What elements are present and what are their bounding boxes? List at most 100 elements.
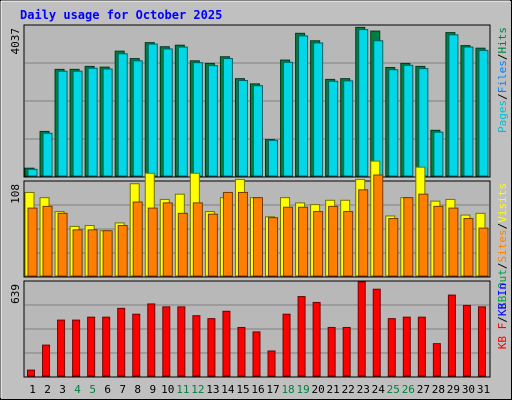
bar-sites-day-13 bbox=[207, 213, 218, 277]
x-tick-label: 14 bbox=[221, 383, 235, 396]
legend-item: KB Out bbox=[496, 269, 509, 309]
x-tick-label: 21 bbox=[327, 383, 340, 396]
bar-sites-day-2 bbox=[42, 205, 53, 277]
bar-kb-f-day-19 bbox=[297, 296, 306, 377]
x-tick-label: 13 bbox=[206, 383, 219, 396]
bar-kb-f-day-6 bbox=[102, 316, 111, 377]
bar-kb-f-day-7 bbox=[117, 307, 126, 377]
bar-sites-day-23 bbox=[358, 189, 369, 277]
x-tick-label: 16 bbox=[251, 383, 264, 396]
x-tick-label: 23 bbox=[357, 383, 370, 396]
x-tick-label: 18 bbox=[281, 383, 294, 396]
bar-sites-day-14 bbox=[222, 191, 233, 277]
x-tick-label: 19 bbox=[296, 383, 309, 396]
bar-sites-day-15 bbox=[237, 191, 248, 277]
x-tick-label: 6 bbox=[104, 383, 111, 396]
bar-sites-day-17 bbox=[268, 217, 279, 277]
bar-kb-f-day-5 bbox=[87, 316, 96, 377]
x-tick-label: 29 bbox=[447, 383, 460, 396]
x-tick-label: 1 bbox=[29, 383, 36, 396]
x-tick-label: 28 bbox=[432, 383, 445, 396]
bar-kb-f-day-8 bbox=[132, 313, 141, 377]
x-tick-label: 12 bbox=[191, 383, 204, 396]
bar-files-day-23 bbox=[358, 29, 369, 177]
x-tick-label: 7 bbox=[119, 383, 126, 396]
bar-kb-f-day-23 bbox=[357, 281, 366, 377]
bar-sites-day-11 bbox=[177, 212, 188, 277]
x-tick-label: 2 bbox=[44, 383, 51, 396]
bar-kb-f-day-4 bbox=[72, 319, 81, 377]
bar-sites-day-8 bbox=[132, 201, 143, 277]
bar-files-day-18 bbox=[283, 61, 294, 177]
bar-sites-day-24 bbox=[373, 174, 384, 277]
legend-separator: / bbox=[496, 263, 509, 270]
bar-files-day-28 bbox=[433, 131, 444, 177]
legend-item: Pages bbox=[496, 100, 509, 133]
x-tick-label: 11 bbox=[176, 383, 189, 396]
bar-files-day-9 bbox=[147, 43, 158, 177]
bar-sites-day-19 bbox=[298, 206, 309, 277]
bar-sites-day-21 bbox=[328, 205, 339, 277]
bar-sites-day-28 bbox=[433, 205, 444, 277]
x-tick-label: 26 bbox=[402, 383, 415, 396]
bar-kb-f-day-18 bbox=[282, 313, 291, 377]
legend-separator: / bbox=[496, 93, 509, 100]
bar-sites-day-9 bbox=[147, 207, 158, 277]
panel-visits-sites-legend: KB Out/Sites/Visits bbox=[496, 183, 509, 309]
x-tick-label: 25 bbox=[387, 383, 400, 396]
x-tick-label: 4 bbox=[74, 383, 81, 396]
x-tick-label: 9 bbox=[149, 383, 156, 396]
bar-sites-day-1 bbox=[27, 207, 38, 277]
bar-files-day-5 bbox=[87, 67, 98, 177]
legend-separator: / bbox=[496, 316, 509, 323]
bar-files-day-4 bbox=[72, 70, 83, 177]
x-tick-label: 3 bbox=[59, 383, 66, 396]
x-tick-label: 17 bbox=[266, 383, 279, 396]
x-tick-label: 31 bbox=[477, 383, 490, 396]
bar-files-day-7 bbox=[117, 53, 128, 177]
bar-kb-f-day-26 bbox=[402, 316, 411, 377]
bar-files-day-10 bbox=[162, 48, 173, 177]
x-tick-label: 22 bbox=[342, 383, 355, 396]
x-tick-label: 10 bbox=[161, 383, 174, 396]
bar-kb-f-day-31 bbox=[477, 306, 486, 377]
legend-item: Hits bbox=[496, 27, 509, 54]
bar-files-day-8 bbox=[132, 60, 143, 177]
bar-kb-f-day-21 bbox=[327, 326, 336, 377]
bar-sites-day-22 bbox=[343, 211, 354, 277]
bar-kb-f-day-29 bbox=[447, 294, 456, 377]
panel-hits-files-pages-legend: Pages/Files/Hits bbox=[496, 27, 509, 133]
bar-files-day-24 bbox=[373, 40, 384, 177]
bar-files-day-16 bbox=[252, 85, 263, 177]
bar-files-day-3 bbox=[57, 70, 68, 177]
bar-files-day-6 bbox=[102, 68, 113, 177]
bar-files-day-17 bbox=[268, 139, 279, 177]
bar-sites-day-4 bbox=[72, 229, 83, 277]
bar-kb-f-day-9 bbox=[147, 303, 156, 377]
bar-files-day-11 bbox=[177, 46, 188, 177]
bar-kb-f-day-22 bbox=[342, 326, 351, 377]
bar-kb-f-day-17 bbox=[267, 350, 276, 377]
bar-sites-day-7 bbox=[117, 225, 128, 277]
bar-files-day-29 bbox=[448, 34, 459, 177]
legend-item: Sites bbox=[496, 229, 509, 262]
bar-sites-day-18 bbox=[283, 206, 294, 277]
bar-files-day-13 bbox=[207, 65, 218, 177]
bar-files-day-2 bbox=[42, 132, 53, 177]
bar-files-day-25 bbox=[388, 69, 399, 177]
panel-kb-legend: KB F/KB In bbox=[496, 283, 509, 349]
bar-sites-day-10 bbox=[162, 202, 173, 277]
bar-sites-day-25 bbox=[388, 218, 399, 277]
x-tick-label: 27 bbox=[417, 383, 430, 396]
bar-files-day-19 bbox=[298, 35, 309, 177]
bar-sites-day-12 bbox=[192, 202, 203, 277]
legend-item: Visits bbox=[496, 183, 509, 223]
bar-kb-f-day-2 bbox=[42, 344, 51, 377]
bar-sites-day-26 bbox=[403, 197, 414, 277]
legend-separator: / bbox=[496, 54, 509, 61]
bar-kb-f-day-16 bbox=[252, 331, 261, 377]
bar-kb-f-day-3 bbox=[57, 319, 66, 377]
bar-sites-day-20 bbox=[313, 211, 324, 277]
bar-kb-f-day-10 bbox=[162, 306, 171, 377]
bar-files-day-27 bbox=[418, 68, 429, 177]
